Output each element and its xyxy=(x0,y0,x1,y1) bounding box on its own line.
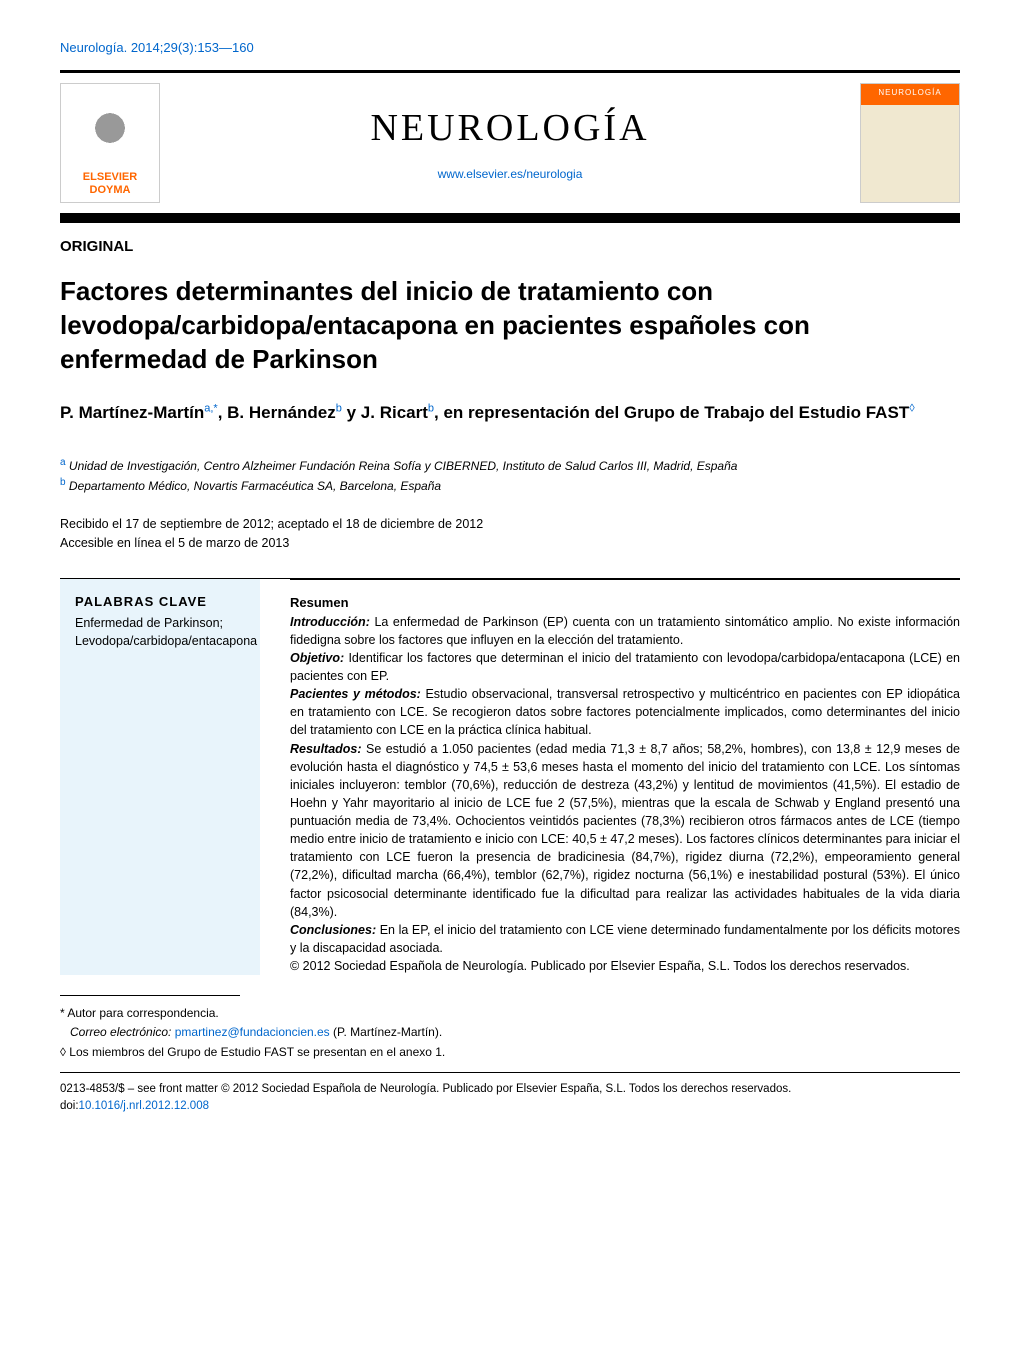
received-accepted-date: Recibido el 17 de septiembre de 2012; ac… xyxy=(60,515,960,534)
citation: Neurología. 2014;29(3):153—160 xyxy=(60,40,960,55)
cover-label: NEUROLOGÍA xyxy=(861,84,959,97)
journal-title: NEUROLOGÍA xyxy=(160,106,860,150)
abstract-section: PALABRAS CLAVE Enfermedad de Parkinson; … xyxy=(60,579,960,976)
top-rule xyxy=(60,70,960,73)
online-date: Accesible en línea el 5 de marzo de 2013 xyxy=(60,534,960,553)
email-author-name: (P. Martínez-Martín). xyxy=(333,1025,442,1039)
keywords-text: Enfermedad de Parkinson; Levodopa/carbid… xyxy=(75,614,245,652)
copyright-rule xyxy=(60,1072,960,1073)
affiliations: a Unidad de Investigación, Centro Alzhei… xyxy=(60,455,960,495)
article-type: ORIGINAL xyxy=(60,238,960,255)
article-dates: Recibido el 17 de septiembre de 2012; ac… xyxy=(60,515,960,553)
elsevier-tree-icon xyxy=(75,93,145,163)
abstract-content: Resumen Introducción: La enfermedad de P… xyxy=(290,579,960,976)
journal-header: ELSEVIER DOYMA NEUROLOGÍA www.elsevier.e… xyxy=(60,83,960,203)
spacer xyxy=(260,579,290,976)
abstract-heading: Resumen xyxy=(290,595,960,610)
email-line: Correo electrónico: pmartinez@fundacionc… xyxy=(60,1023,960,1042)
author-email-link[interactable]: pmartinez@fundacioncien.es xyxy=(175,1025,330,1039)
article-title: Factores determinantes del inicio de tra… xyxy=(60,275,960,376)
email-label: Correo electrónico: xyxy=(70,1025,171,1039)
keywords-heading: PALABRAS CLAVE xyxy=(75,594,245,609)
abstract-text: Introducción: La enfermedad de Parkinson… xyxy=(290,613,960,976)
publisher-logo: ELSEVIER DOYMA xyxy=(60,83,160,203)
publisher-name: ELSEVIER DOYMA xyxy=(83,171,137,197)
corresponding-author-note: * Autor para correspondencia. xyxy=(60,1004,960,1023)
journal-url-link[interactable]: www.elsevier.es/neurologia xyxy=(438,167,583,181)
keywords-box: PALABRAS CLAVE Enfermedad de Parkinson; … xyxy=(60,579,260,976)
footnotes: * Autor para correspondencia. Correo ele… xyxy=(60,1004,960,1062)
footnote-rule xyxy=(60,995,240,996)
doi-link[interactable]: 10.1016/j.nrl.2012.12.008 xyxy=(79,1100,209,1112)
authors: P. Martínez-Martína,*, B. Hernándezb y J… xyxy=(60,401,960,425)
issn-line: 0213-4853/$ – see front matter © 2012 So… xyxy=(60,1081,960,1098)
copyright-footer: 0213-4853/$ – see front matter © 2012 So… xyxy=(60,1081,960,1116)
doi-line: doi:10.1016/j.nrl.2012.12.008 xyxy=(60,1098,960,1115)
study-group-note: ◊ Los miembros del Grupo de Estudio FAST… xyxy=(60,1043,960,1062)
journal-cover-thumbnail: NEUROLOGÍA xyxy=(860,83,960,203)
journal-center: NEUROLOGÍA www.elsevier.es/neurologia xyxy=(160,106,860,181)
thick-rule xyxy=(60,213,960,223)
